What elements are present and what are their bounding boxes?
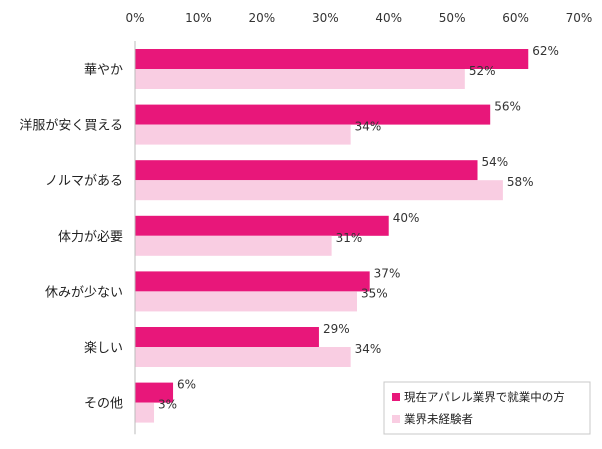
bar-inexperienced	[135, 69, 465, 89]
legend-label: 業界未経験者	[404, 412, 473, 426]
x-tick-label: 40%	[375, 11, 402, 25]
data-label: 37%	[374, 266, 401, 280]
data-label: 34%	[355, 342, 382, 356]
data-label: 34%	[355, 120, 382, 134]
legend-box	[383, 381, 591, 435]
data-label: 56%	[494, 100, 521, 114]
x-tick-label: 20%	[249, 11, 276, 25]
bar-inexperienced	[135, 180, 503, 201]
x-tick-label: 10%	[185, 11, 212, 25]
bar-current	[135, 271, 370, 292]
category-label: 楽しい	[84, 340, 123, 356]
data-label: 52%	[469, 64, 496, 78]
bar-inexperienced	[135, 291, 357, 312]
data-label: 40%	[393, 211, 420, 225]
x-tick-label: 30%	[312, 11, 339, 25]
x-tick-label: 0%	[125, 11, 144, 25]
bar-current	[135, 215, 389, 236]
data-label: 6%	[177, 378, 196, 392]
category-label: 体力が必要	[58, 230, 123, 245]
bar-inexperienced	[135, 402, 155, 423]
x-tick-label: 50%	[439, 11, 466, 25]
legend-label: 現在アパレル業界で就業中の方	[404, 390, 565, 404]
bar-current	[135, 104, 491, 125]
x-tick-label: 60%	[502, 11, 529, 25]
data-label: 54%	[482, 155, 509, 169]
bar-inexperienced	[135, 124, 351, 145]
legend-swatch	[392, 393, 400, 401]
data-label: 3%	[158, 398, 177, 412]
data-label: 31%	[336, 231, 363, 245]
category-label: 洋服が安く買える	[19, 119, 123, 134]
bar-current	[135, 49, 529, 69]
category-label: ノルマがある	[45, 174, 123, 189]
bar-inexperienced	[135, 235, 332, 256]
data-label: 35%	[361, 286, 388, 300]
legend-swatch	[392, 415, 400, 423]
data-label: 58%	[507, 175, 534, 189]
bar-current	[135, 382, 174, 403]
bar-current	[135, 327, 319, 347]
x-tick-label: 70%	[566, 11, 593, 25]
category-label: その他	[84, 397, 123, 412]
bar-inexperienced	[135, 347, 351, 367]
bar-current	[135, 160, 478, 181]
data-label: 62%	[532, 44, 559, 58]
data-label: 29%	[323, 322, 350, 336]
category-label: 華やか	[84, 63, 123, 78]
category-label: 休みが少ない	[45, 285, 123, 300]
